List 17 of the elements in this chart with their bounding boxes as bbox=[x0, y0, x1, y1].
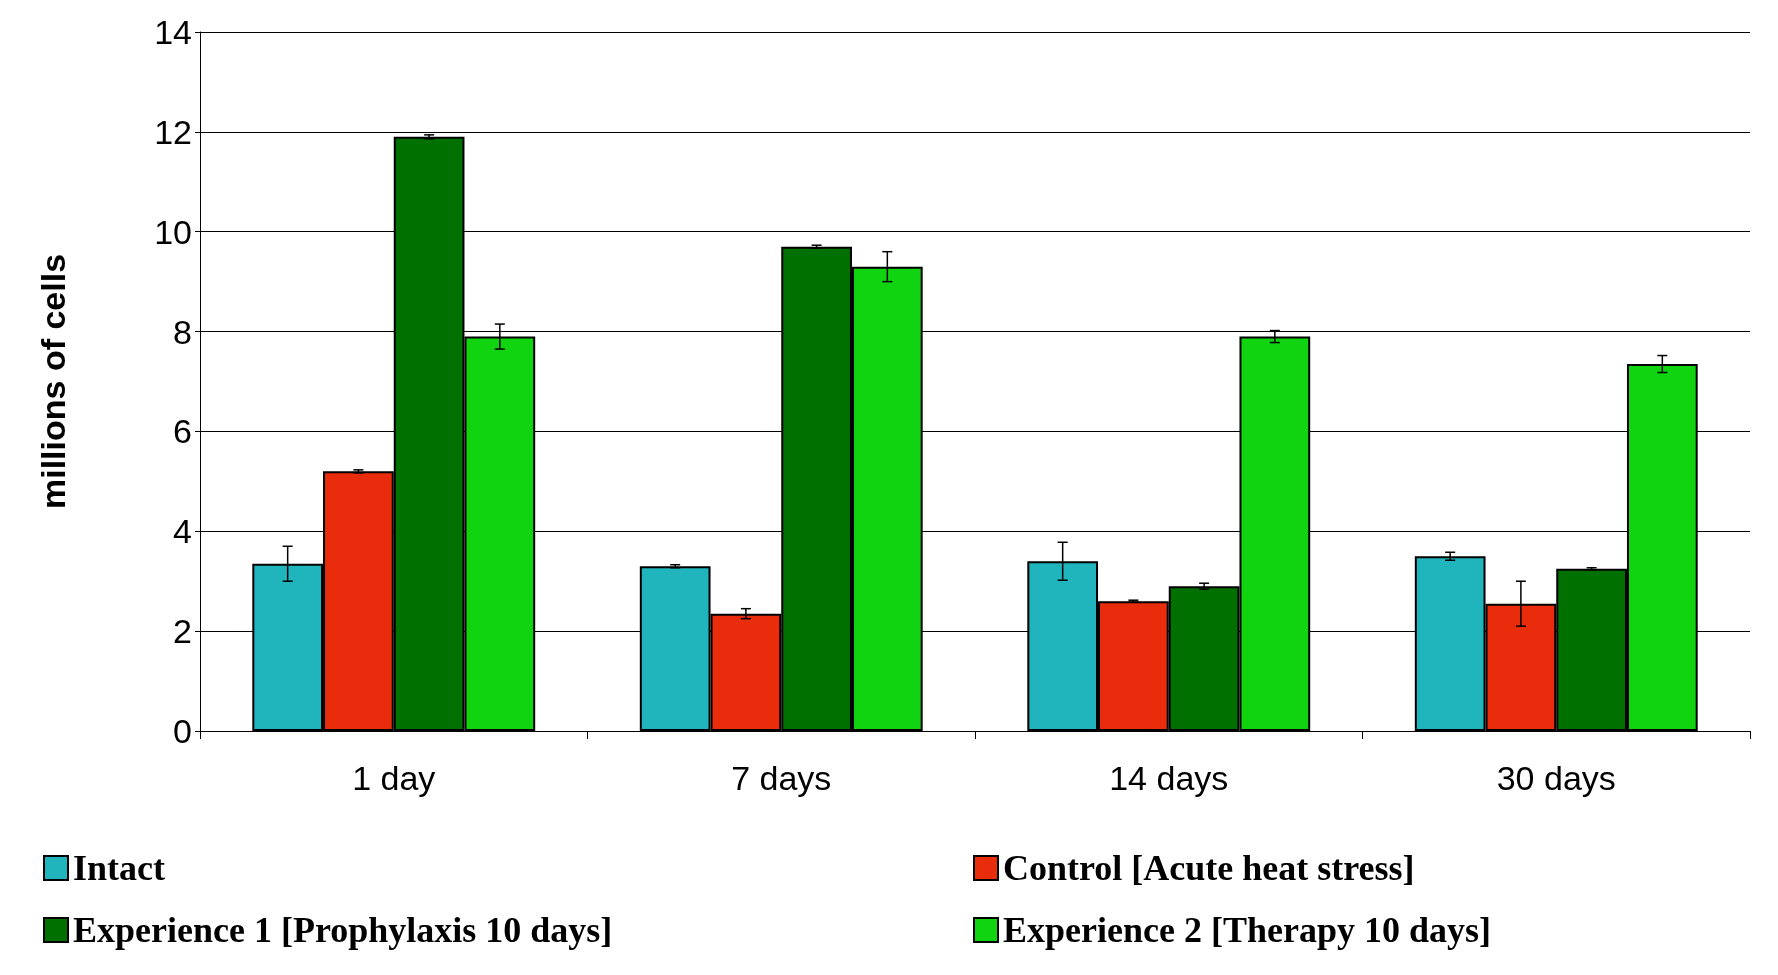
legend-label: Control [Acute heat stress] bbox=[1003, 848, 1415, 888]
x-tick-label: 1 day bbox=[352, 759, 436, 797]
legend-label: Experience 1 [Prophylaxis 10 days] bbox=[73, 910, 613, 950]
legend-label: Experience 2 [Therapy 10 days] bbox=[1003, 910, 1491, 950]
x-tick-label: 14 days bbox=[1109, 759, 1229, 797]
x-tick-label: 7 days bbox=[731, 759, 832, 797]
y-tick-label: 12 bbox=[154, 112, 192, 151]
y-tick-label: 8 bbox=[173, 312, 192, 351]
y-tick-label: 4 bbox=[173, 512, 192, 551]
x-tick-label: 30 days bbox=[1496, 759, 1616, 797]
y-tick-label: 6 bbox=[173, 412, 192, 451]
y-tick-label: 10 bbox=[154, 212, 192, 251]
y-tick-label: 14 bbox=[154, 13, 192, 51]
y-tick-label: 0 bbox=[173, 712, 192, 750]
y-tick-label: 2 bbox=[173, 612, 192, 651]
y-axis-title: millions of cells bbox=[34, 253, 72, 510]
legend-label: Intact bbox=[73, 848, 165, 888]
